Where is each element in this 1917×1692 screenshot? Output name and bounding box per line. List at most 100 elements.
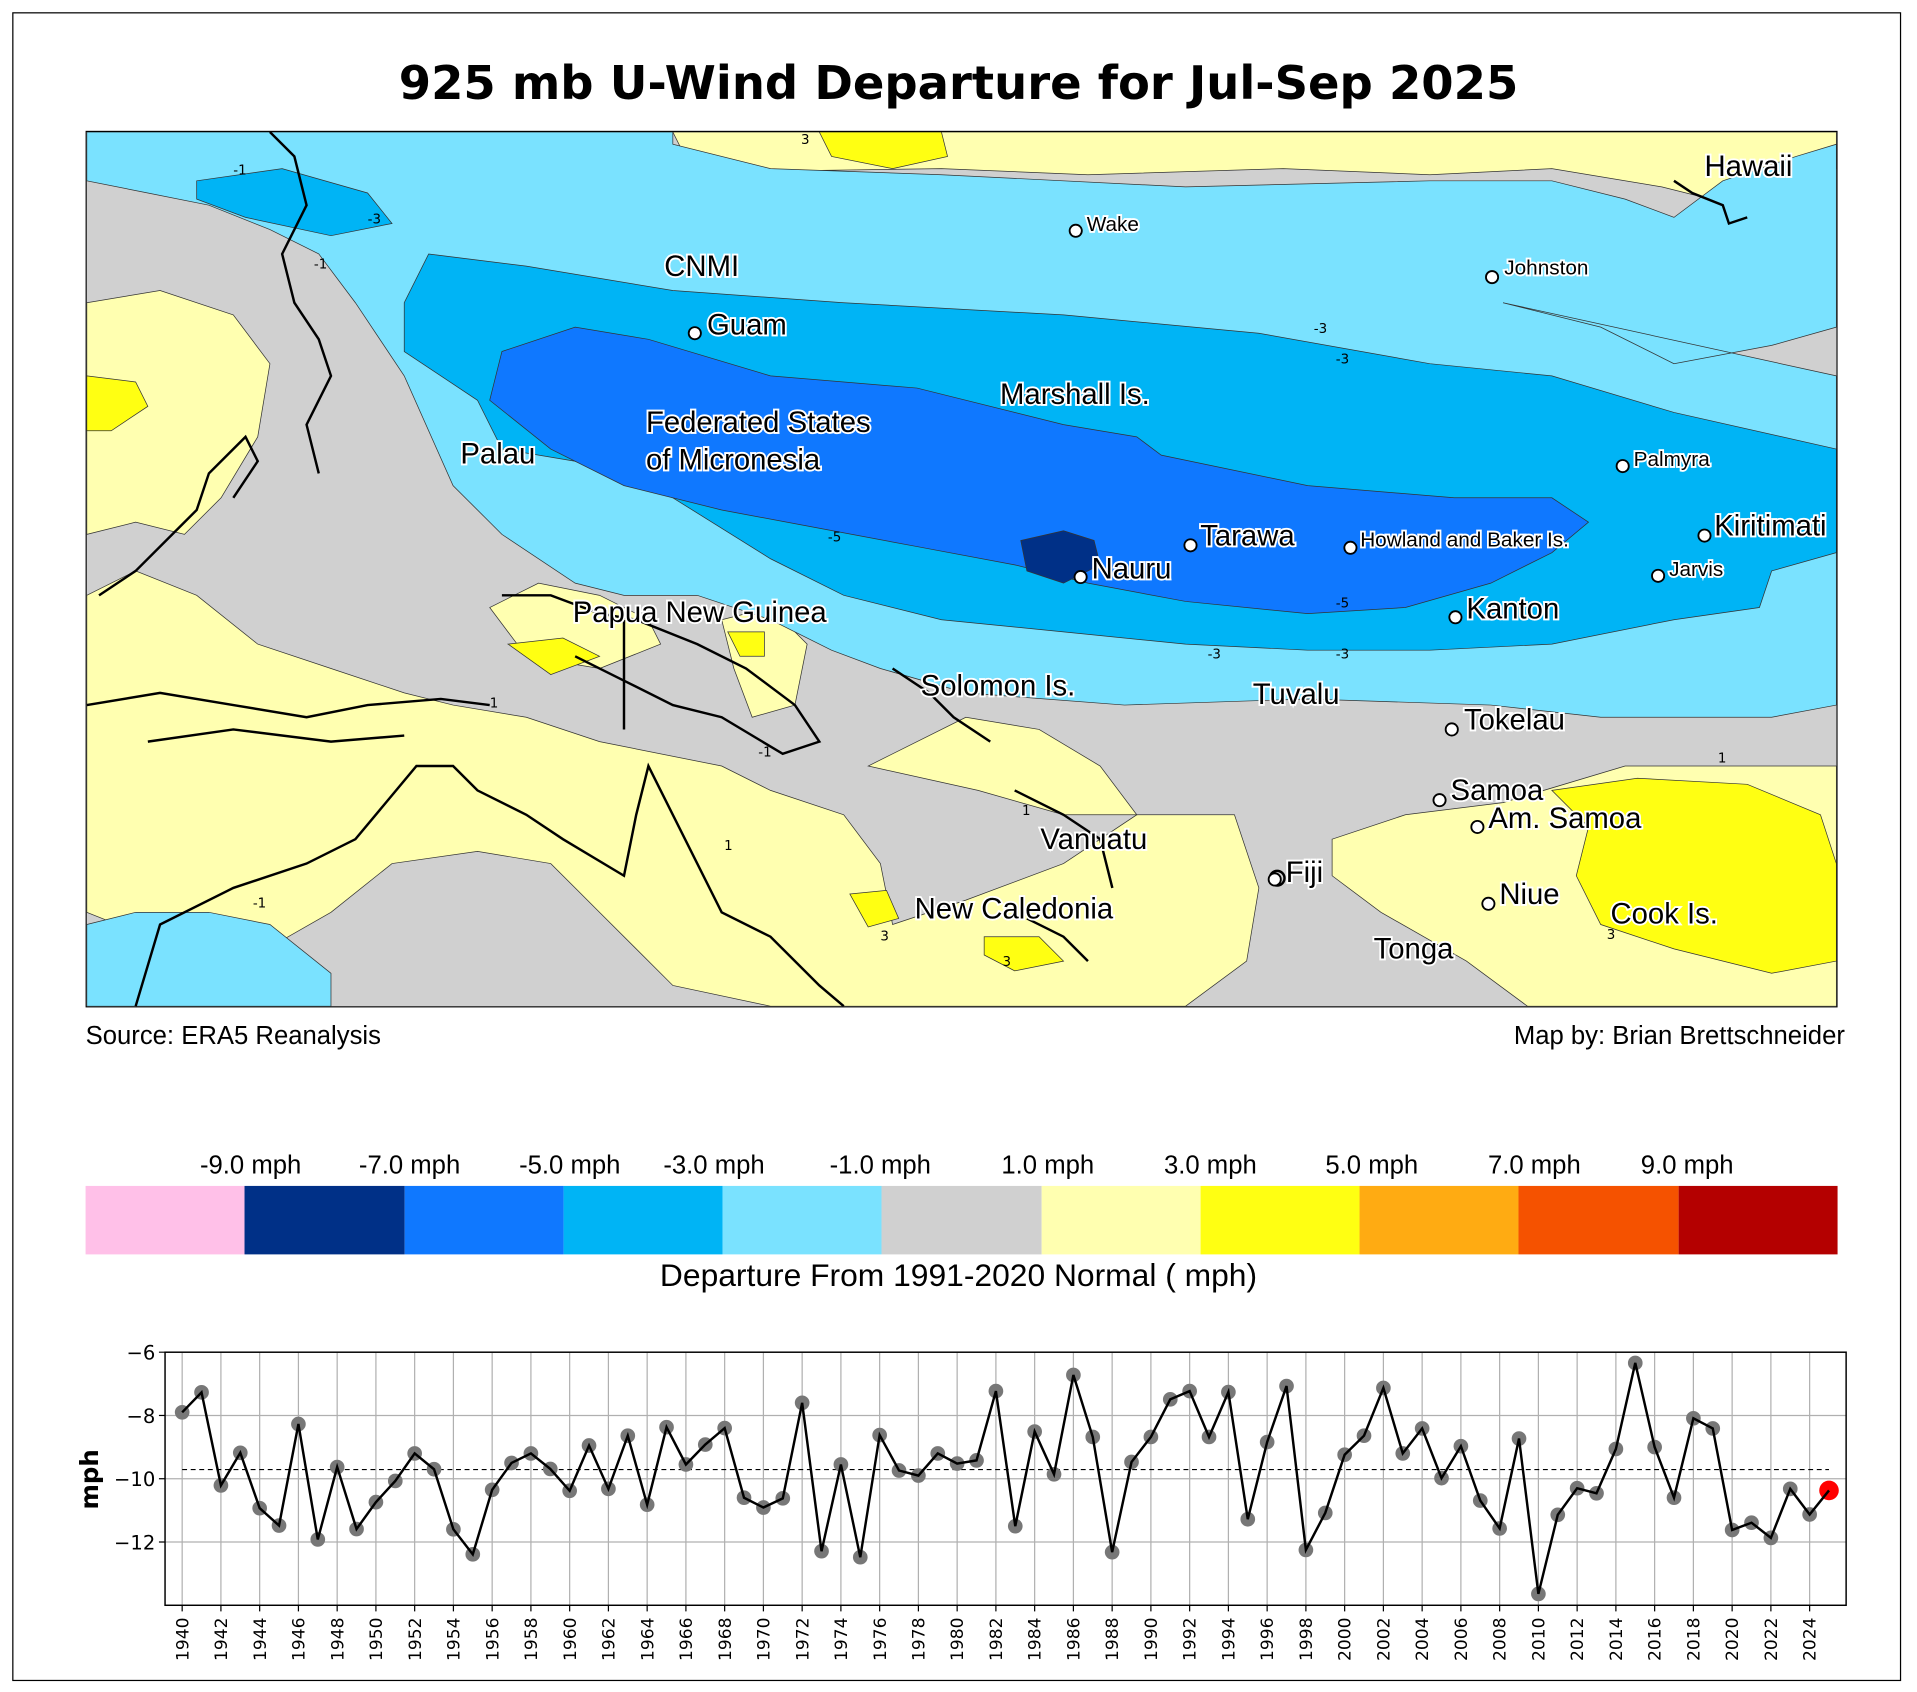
colorbar-swatch: [1200, 1185, 1360, 1255]
colorbar: [85, 1185, 1838, 1255]
label-nauru: Nauru: [1092, 552, 1172, 585]
colorbar-swatch: [1518, 1185, 1679, 1255]
x-tick-label: 1972: [793, 1617, 813, 1661]
jarvis-marker: [1651, 568, 1666, 583]
guam-marker: [687, 326, 702, 341]
contour-label: -1: [233, 164, 246, 179]
series-line: [181, 1362, 1830, 1595]
anomaly-map: -3 -1 -1 -3 -3 -5 -5 -3 -3 3 1 1 -1 3 3 …: [85, 130, 1838, 1008]
x-tick-label: 2018: [1685, 1617, 1705, 1661]
y-ticks: −6 −8 −10 −12: [114, 1342, 166, 1554]
x-tick-label: 2020: [1723, 1617, 1743, 1661]
x-tick-label: 1960: [561, 1617, 581, 1661]
timeseries-chart: mph −6−8−10−12 1940 1942 1944 1946 1948 1950 1…: [75, 1342, 1847, 1661]
x-tick-label: 1998: [1297, 1617, 1317, 1661]
x-tick-label: 1966: [677, 1617, 697, 1661]
niue-marker: [1481, 896, 1496, 911]
contour-label: -3: [1314, 322, 1327, 337]
extreme-negative-region: [1020, 530, 1101, 584]
contour-label: 1: [724, 839, 733, 854]
contour-label: -3: [368, 212, 381, 227]
credit-note: Map by: Brian Brettschneider: [1513, 1022, 1845, 1051]
label-tuvalu: Tuvalu: [1253, 678, 1340, 711]
x-tick-label: 1988: [1103, 1617, 1123, 1661]
x-tick-label: 1990: [1142, 1617, 1162, 1661]
contour-label: -1: [314, 258, 327, 273]
label-tarawa: Tarawa: [1200, 519, 1295, 552]
coastlines: [86, 132, 1748, 1007]
x-tick-label: 1942: [212, 1617, 232, 1661]
contour-label: -5: [828, 531, 841, 546]
tokelau-marker: [1444, 722, 1459, 737]
contour-label: 1: [1022, 804, 1031, 819]
contour-label: -1: [758, 745, 771, 760]
y-axis-label: mph: [75, 1449, 104, 1509]
contour-label: -3: [1208, 648, 1221, 663]
label-new-caledonia: New Caledonia: [915, 892, 1114, 925]
label-guam: Guam: [707, 308, 787, 341]
page-title: 925 mb U-Wind Departure for Jul-Sep 2025: [398, 56, 1519, 111]
colorbar-tick: -9.0 mph: [199, 1151, 302, 1180]
tarawa-marker: [1183, 538, 1198, 553]
label-samoa: Samoa: [1451, 774, 1545, 807]
label-palau: Palau: [460, 438, 535, 471]
y-tick-label: −6: [126, 1342, 155, 1365]
x-tick-label: 1984: [1026, 1617, 1046, 1661]
colorbar-tick: -1.0 mph: [829, 1151, 931, 1180]
x-tick-label: 1986: [1065, 1617, 1085, 1661]
label-png: Papua New Guinea: [573, 596, 828, 629]
howland-marker: [1343, 540, 1358, 555]
label-palmyra: Palmyra: [1634, 448, 1711, 471]
x-tick-label: 2004: [1413, 1617, 1433, 1661]
colorbar-swatch: [881, 1185, 1042, 1255]
label-fsm-line2: of Micronesia: [646, 444, 821, 477]
x-tick-label: 1958: [522, 1617, 542, 1661]
nauru-marker: [1073, 570, 1088, 585]
x-tick-label: 1970: [755, 1617, 775, 1661]
label-tokelau: Tokelau: [1464, 703, 1565, 736]
x-tick-label: 1948: [328, 1617, 348, 1661]
colorbar-tick: -7.0 mph: [358, 1151, 461, 1180]
colorbar-tick: 1.0 mph: [1001, 1151, 1095, 1180]
label-vanuatu: Vanuatu: [1040, 823, 1147, 856]
label-marshall: Marshall Is.: [1000, 378, 1150, 411]
x-ticks: 1940 1942 1944 1946 1948 1950 1952 1954 1956 1958…: [173, 1605, 1821, 1661]
label-kiritimati: Kiritimati: [1714, 510, 1826, 543]
x-tick-label: 1950: [367, 1617, 387, 1661]
x-tick-label: 1940: [173, 1617, 193, 1661]
johnston-marker: [1485, 270, 1500, 285]
x-tick-label: 1982: [987, 1617, 1007, 1661]
label-johnston: Johnston: [1504, 257, 1588, 280]
contour-label: -5: [1336, 597, 1349, 612]
figure-frame: [12, 12, 1902, 1682]
x-tick-label: 2016: [1646, 1617, 1666, 1661]
x-tick-label: 1980: [948, 1617, 968, 1661]
x-tick-label: 2022: [1762, 1617, 1782, 1661]
x-tick-label: 2012: [1568, 1617, 1588, 1661]
x-tick-label: 1946: [290, 1617, 310, 1661]
x-tick-label: 1956: [483, 1617, 503, 1661]
x-tick-label: 1968: [716, 1617, 736, 1661]
x-tick-label: 2010: [1530, 1617, 1550, 1661]
kiritimati-marker: [1697, 528, 1712, 543]
label-niue: Niue: [1499, 878, 1559, 911]
label-cook: Cook Is.: [1610, 897, 1717, 930]
y-tick-label: −10: [114, 1468, 155, 1491]
strong-positive-regions: [86, 132, 1837, 974]
label-fiji: Fiji: [1286, 856, 1323, 889]
x-tick-label: 1974: [832, 1617, 852, 1661]
x-tick-label: 1954: [445, 1617, 465, 1661]
label-jarvis: Jarvis: [1669, 558, 1723, 581]
contour-label: 3: [801, 133, 810, 148]
y-tick-label: −12: [114, 1531, 155, 1554]
y-tick-label: −8: [126, 1405, 155, 1428]
chart-grid: [165, 1351, 1847, 1606]
colorbar-tick: 5.0 mph: [1325, 1151, 1419, 1180]
contour-label: -1: [253, 896, 266, 911]
label-howland: Howland and Baker Is.: [1360, 529, 1569, 552]
samoa-marker: [1432, 793, 1447, 808]
x-tick-label: 2008: [1491, 1617, 1511, 1661]
contour-label: -3: [1336, 648, 1349, 663]
x-tick-label: 2006: [1452, 1617, 1472, 1661]
x-tick-label: 1994: [1220, 1617, 1240, 1661]
